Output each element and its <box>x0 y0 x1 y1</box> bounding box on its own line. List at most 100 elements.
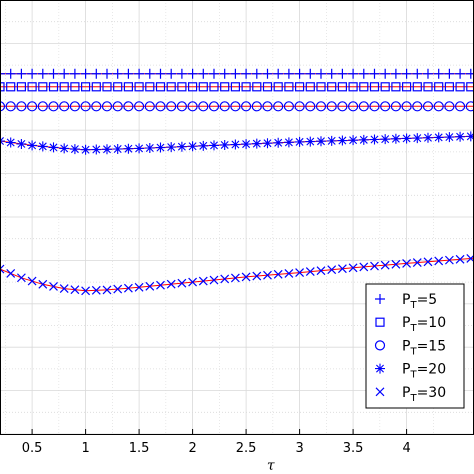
data-point-3 <box>59 143 70 154</box>
legend-label-0: PT=5 <box>402 292 437 311</box>
data-point-2 <box>251 101 262 112</box>
data-point-0 <box>337 68 348 79</box>
data-point-2 <box>0 101 6 112</box>
x-tick-label: 0.5 <box>22 441 43 456</box>
data-point-1 <box>6 82 16 92</box>
data-point-3 <box>348 135 359 146</box>
data-point-4 <box>295 268 305 277</box>
data-point-2 <box>208 101 220 112</box>
x-tick-label: 1.5 <box>129 441 150 456</box>
data-point-4 <box>230 273 240 283</box>
data-point-1 <box>241 82 251 92</box>
data-point-1 <box>134 82 144 92</box>
data-point-3 <box>465 131 474 142</box>
legend-label-sub: T <box>409 370 417 381</box>
data-point-1 <box>466 82 474 92</box>
data-point-2 <box>112 101 123 112</box>
data-point-4 <box>16 273 26 283</box>
data-point-2 <box>240 101 252 112</box>
data-point-3 <box>326 135 337 146</box>
x-tick-label: 2.5 <box>236 441 257 456</box>
data-point-0 <box>0 68 5 79</box>
legend-label-value: =20 <box>417 362 447 378</box>
data-point-4 <box>6 268 16 278</box>
data-point-0 <box>422 68 433 79</box>
data-point-1 <box>155 82 166 92</box>
data-point-3 <box>166 142 177 153</box>
data-point-0 <box>208 68 219 79</box>
data-point-3 <box>155 142 166 153</box>
data-point-4 <box>113 284 123 294</box>
legend-marker-0 <box>375 294 385 304</box>
data-point-0 <box>273 68 284 79</box>
data-point-1 <box>209 82 219 92</box>
data-point-1 <box>113 82 123 92</box>
data-point-3 <box>369 134 380 145</box>
data-point-0 <box>380 68 391 79</box>
data-point-3 <box>144 142 155 153</box>
data-point-0 <box>305 68 316 79</box>
data-point-4 <box>198 276 208 286</box>
data-point-2 <box>198 101 209 112</box>
data-point-2 <box>401 101 412 112</box>
data-point-0 <box>5 68 16 79</box>
x-tick-label: 4 <box>402 441 410 456</box>
data-point-4 <box>38 279 48 289</box>
data-point-1 <box>220 82 230 92</box>
data-point-3 <box>358 134 369 145</box>
data-point-2 <box>326 101 337 112</box>
data-point-3 <box>230 139 241 150</box>
data-point-4 <box>391 259 401 269</box>
data-point-2 <box>5 101 16 112</box>
legend-marker-2 <box>374 340 386 351</box>
data-point-3 <box>433 132 444 143</box>
data-point-2 <box>315 101 327 112</box>
data-point-4 <box>370 261 379 271</box>
data-point-1 <box>273 82 283 92</box>
data-point-4 <box>252 271 262 281</box>
data-point-4 <box>220 274 230 284</box>
data-point-2 <box>422 101 434 112</box>
data-point-4 <box>402 259 412 268</box>
data-point-0 <box>348 68 359 79</box>
series-markers <box>0 68 474 296</box>
data-point-4 <box>444 255 454 265</box>
data-point-1 <box>294 82 305 92</box>
data-point-4 <box>27 276 37 286</box>
data-point-2 <box>380 101 391 112</box>
data-point-3 <box>208 140 219 151</box>
data-point-4 <box>70 285 80 295</box>
data-point-2 <box>133 101 145 112</box>
data-point-1 <box>91 82 101 92</box>
data-point-2 <box>305 101 316 112</box>
data-point-2 <box>358 101 369 112</box>
data-point-3 <box>273 137 284 148</box>
data-point-2 <box>337 101 348 112</box>
data-point-1 <box>262 82 273 92</box>
data-point-2 <box>347 101 359 112</box>
data-point-4 <box>166 279 176 289</box>
data-point-1 <box>380 82 390 92</box>
legend-label-4: PT=30 <box>402 385 446 404</box>
data-point-0 <box>262 68 273 79</box>
x-tick-label: 2 <box>188 441 196 456</box>
data-point-1 <box>401 82 412 92</box>
data-point-1 <box>177 82 187 92</box>
data-point-2 <box>230 101 241 112</box>
data-point-2 <box>80 101 91 112</box>
data-point-4 <box>59 284 69 294</box>
data-point-4 <box>0 264 5 274</box>
legend-label-1: PT=10 <box>402 315 446 334</box>
data-point-2 <box>369 101 380 112</box>
data-point-4 <box>209 275 219 285</box>
legend-label-main: P <box>402 315 410 331</box>
data-point-4 <box>188 277 198 287</box>
data-point-2 <box>454 101 466 112</box>
data-point-0 <box>37 68 48 79</box>
data-point-0 <box>144 68 155 79</box>
data-point-2 <box>155 101 166 112</box>
data-point-2 <box>37 101 48 112</box>
data-point-2 <box>144 101 155 112</box>
data-point-2 <box>412 101 423 112</box>
